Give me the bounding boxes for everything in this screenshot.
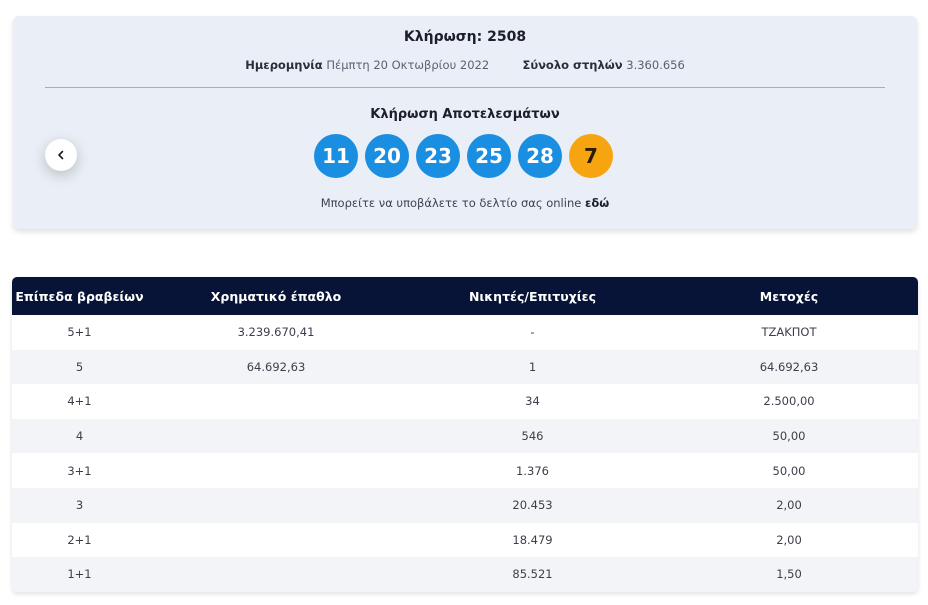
cell-level: 5+1 — [67, 325, 92, 340]
table-row: 3 20.453 2,00 — [12, 487, 918, 523]
cell-level: 3 — [75, 498, 84, 513]
number-ball: 25 — [467, 134, 511, 178]
header-winners: Νικητές/Επιτυχίες — [468, 288, 597, 304]
table-row: 4 546 50,00 — [12, 418, 918, 454]
table-header: Επίπεδα βραβείων Χρηματικό έπαθλο Νικητέ… — [12, 277, 918, 315]
chevron-left-icon — [58, 150, 64, 160]
cell-prize: 64.692,63 — [246, 359, 306, 374]
header-shares: Μετοχές — [759, 288, 819, 304]
header-cash-prize: Χρηματικό έπαθλο — [210, 288, 342, 304]
online-submit-note: Μπορείτε να υποβάλετε το δελτίο σας onli… — [13, 196, 917, 210]
cell-winners: 85.521 — [512, 567, 553, 582]
cell-level: 5 — [75, 359, 84, 374]
table-row: 2+1 18.479 2,00 — [12, 522, 918, 558]
cell-share: 2,00 — [776, 532, 802, 547]
cell-level: 3+1 — [67, 463, 92, 478]
cell-winners: 20.453 — [512, 498, 553, 513]
cell-level: 2+1 — [67, 532, 92, 547]
header-prize-levels: Επίπεδα βραβείων — [15, 288, 144, 304]
cell-level: 1+1 — [67, 567, 92, 582]
cell-share: 2.500,00 — [763, 394, 815, 409]
results-title: Κλήρωση Αποτελεσμάτων — [370, 107, 560, 122]
cell-prize: 3.239.670,41 — [237, 325, 315, 340]
table-row: 5+1 3.239.670,41 - ΤΖΑΚΠΟΤ — [12, 315, 918, 350]
date-value: Πέμπτη 20 Οκτωβρίου 2022 — [326, 58, 490, 72]
number-ball: 28 — [518, 134, 562, 178]
number-ball: 20 — [365, 134, 409, 178]
cell-winners: - — [530, 325, 535, 340]
online-submit-text: Μπορείτε να υποβάλετε το δελτίο σας onli… — [320, 196, 582, 210]
cell-winners: 34 — [525, 394, 540, 409]
draw-meta: Ημερομηνία Πέμπτη 20 Οκτωβρίου 2022 Σύνο… — [13, 58, 917, 72]
number-ball: 11 — [314, 134, 358, 178]
columns-label: Σύνολο στηλών — [522, 58, 623, 72]
cell-share: 1,50 — [776, 567, 802, 582]
cell-winners: 546 — [521, 429, 544, 444]
previous-draw-button[interactable] — [45, 139, 77, 171]
number-ball: 23 — [416, 134, 460, 178]
columns-value: 3.360.656 — [626, 58, 685, 72]
draw-title: Κλήρωση: 2508 — [403, 29, 527, 45]
cell-level: 4 — [75, 429, 84, 444]
cell-share: ΤΖΑΚΠΟΤ — [761, 325, 817, 340]
cell-winners: 1.376 — [516, 463, 549, 478]
table-row: 4+1 34 2.500,00 — [12, 384, 918, 419]
table-row: 1+1 85.521 1,50 — [12, 557, 918, 592]
cell-level: 4+1 — [67, 394, 92, 409]
online-submit-link[interactable]: εδώ — [584, 196, 610, 210]
cell-share: 64.692,63 — [759, 359, 819, 374]
table-row: 5 64.692,63 1 64.692,63 — [12, 349, 918, 385]
prize-table: Επίπεδα βραβείων Χρηματικό έπαθλο Νικητέ… — [12, 277, 918, 592]
cell-share: 2,00 — [776, 498, 802, 513]
cell-share: 50,00 — [772, 463, 806, 478]
date-label: Ημερομηνία — [245, 58, 323, 72]
divider — [45, 87, 885, 88]
draw-card: Κλήρωση: 2508 Ημερομηνία Πέμπτη 20 Οκτωβ… — [13, 16, 917, 229]
cell-winners: 1 — [528, 359, 537, 374]
cell-winners: 18.479 — [512, 532, 553, 547]
winning-numbers: 11 20 23 25 28 7 — [314, 134, 613, 178]
bonus-number-ball: 7 — [569, 134, 613, 178]
cell-share: 50,00 — [772, 429, 806, 444]
table-row: 3+1 1.376 50,00 — [12, 453, 918, 488]
